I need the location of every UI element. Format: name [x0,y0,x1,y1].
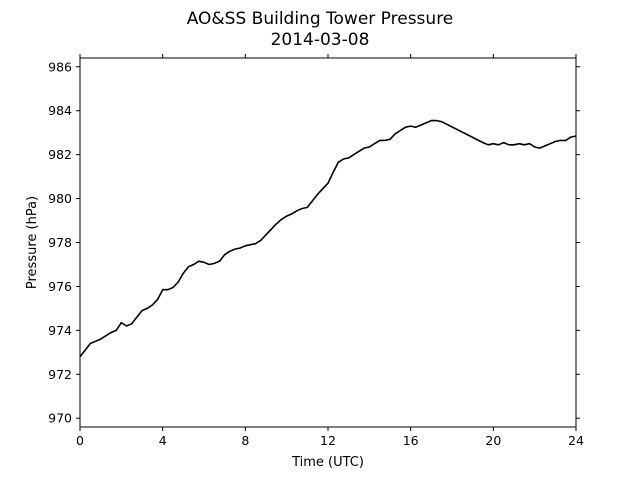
plot-frame [79,57,577,428]
y-tick-label: 978 [48,235,72,250]
y-tick-label: 980 [48,191,72,206]
x-tick-label: 16 [403,433,419,448]
y-tick-label: 984 [48,103,72,118]
y-axis-label: Pressure (hPa) [25,196,40,289]
y-tick-label: 970 [48,411,72,426]
y-tick-label: 972 [48,367,72,382]
x-tick-label: 12 [320,433,336,448]
y-tick-label: 986 [48,59,72,74]
x-axis-label: Time (UTC) [291,455,364,470]
axis-ticks [76,54,580,431]
y-tick-label: 982 [48,147,72,162]
axis-tick-labels: 0 4 8 12 16 20 24 970 972 974 976 978 980 982 984 986 [48,59,584,448]
x-tick-label: 24 [568,433,584,448]
x-tick-label: 0 [76,433,84,448]
chart-subtitle: 2014-03-08 [271,30,370,50]
x-tick-label: 20 [485,433,501,448]
chart-title: AO&SS Building Tower Pressure [187,9,454,29]
y-tick-label: 974 [48,323,72,338]
x-tick-label: 8 [241,433,249,448]
y-tick-label: 976 [48,279,72,294]
x-tick-label: 4 [159,433,167,448]
pressure-line [79,119,577,358]
